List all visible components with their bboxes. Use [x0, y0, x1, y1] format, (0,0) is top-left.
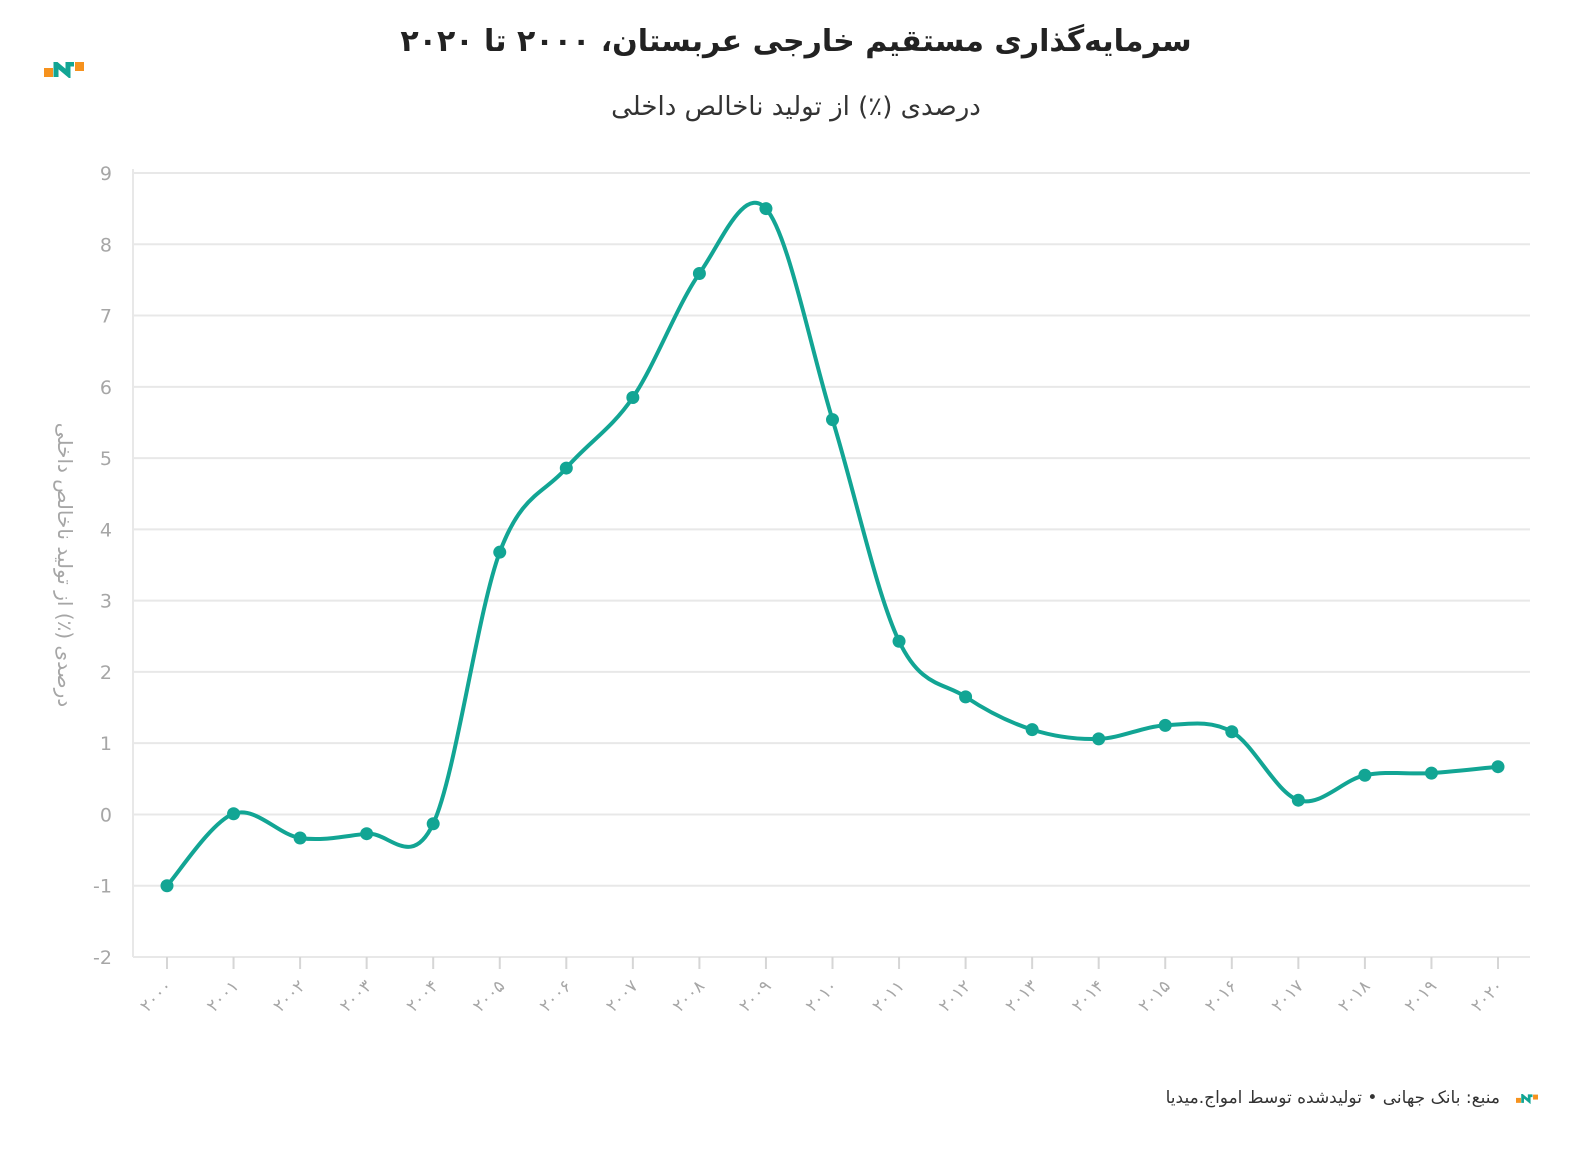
data-point-6[interactable]	[559, 461, 573, 475]
data-point-16[interactable]	[1225, 725, 1239, 739]
data-point-11[interactable]	[892, 634, 906, 648]
data-point-10[interactable]	[826, 413, 839, 427]
series-points	[160, 202, 1505, 893]
x-tick-label: ۲۰۱۵	[1135, 976, 1175, 1016]
y-tick-label: 0	[100, 804, 112, 826]
data-point-20[interactable]	[1491, 760, 1505, 774]
y-tick-label: 6	[100, 377, 112, 399]
data-point-5[interactable]	[493, 545, 507, 559]
y-tick-label: 3	[100, 591, 112, 613]
data-point-9[interactable]	[759, 202, 773, 216]
x-tick-label: ۲۰۱۷	[1268, 976, 1308, 1016]
data-point-1[interactable]	[227, 807, 241, 821]
x-tick-label: ۲۰۰۰	[137, 976, 177, 1016]
x-tick-label: ۲۰۱۴	[1068, 976, 1108, 1016]
x-tick-label: ۲۰۱۸	[1334, 976, 1374, 1016]
x-tick-label: ۲۰۱۳	[1002, 976, 1042, 1016]
x-tick-label: ۲۰۰۴	[403, 976, 443, 1016]
x-tick-label: ۲۰۰۶	[536, 976, 576, 1016]
x-tick-label: ۲۰۱۱	[869, 976, 909, 1016]
y-tick-label: 8	[100, 234, 112, 256]
y-tick-label: -2	[93, 947, 112, 969]
x-tick-label: ۲۰۱۶	[1201, 976, 1241, 1016]
data-point-14[interactable]	[1092, 732, 1106, 746]
x-tick-label: ۲۰۰۳	[336, 976, 376, 1016]
x-tick-labels: ۲۰۰۰ ۲۰۰۱ ۲۰۰۲ ۲۰۰۳ ۲۰۰۴ ۲۰۰۵ ۲۰۰۶ ۲۰۰۷ ۲۰۰۸ ۲۰۰۹…	[137, 957, 1508, 1016]
y-tick-label: 2	[100, 662, 112, 684]
y-tick-label: 9	[100, 163, 112, 185]
x-tick-label: ۲۰۰۹	[736, 976, 776, 1016]
data-point-8[interactable]	[692, 266, 706, 280]
data-point-19[interactable]	[1424, 766, 1438, 780]
chart-subtitle: درصدی (٪) از تولید ناخالص داخلی	[611, 92, 981, 122]
x-tick-label: ۲۰۰۷	[602, 976, 642, 1016]
series-line	[165, 200, 1499, 888]
x-tick-label: ۲۰۲۰	[1468, 976, 1508, 1016]
data-point-0[interactable]	[160, 879, 174, 893]
brand-logo-icon	[44, 62, 84, 78]
x-tick-label: ۲۰۰۱	[203, 976, 243, 1016]
data-point-15[interactable]	[1158, 718, 1172, 732]
x-tick-label: ۲۰۱۹	[1401, 976, 1441, 1016]
data-point-3[interactable]	[360, 827, 374, 841]
x-tick-label: ۲۰۱۰	[802, 976, 842, 1016]
source-footer: منبع: بانک جهانی • تولیدشده توسط امواج.م…	[1165, 1088, 1500, 1108]
data-point-7[interactable]	[626, 391, 640, 405]
y-tick-label: 7	[100, 306, 112, 328]
footer-logo-icon	[1516, 1094, 1538, 1104]
x-tick-label: ۲۰۰۲	[270, 976, 310, 1016]
y-tick-label: 5	[100, 448, 112, 470]
data-point-18[interactable]	[1358, 768, 1372, 782]
x-tick-label: ۲۰۱۲	[935, 976, 975, 1016]
data-point-12[interactable]	[959, 690, 973, 704]
y-tick-label: 4	[100, 519, 112, 541]
data-point-2[interactable]	[293, 831, 307, 845]
series-line-path	[165, 200, 1499, 888]
y-tick-label: -1	[93, 876, 112, 898]
y-tick-labels: -2 -1 0 1 2 3 4 5 6 7 8 9	[93, 163, 112, 969]
data-point-13[interactable]	[1025, 723, 1039, 737]
y-tick-label: 1	[100, 733, 112, 755]
y-axis-label: درصدی (٪) از تولید ناخالص داخلی	[53, 423, 77, 707]
x-tick-label: ۲۰۰۵	[469, 976, 509, 1016]
grid-lines	[133, 172, 1530, 958]
x-tick-label: ۲۰۰۸	[669, 976, 709, 1016]
data-point-17[interactable]	[1291, 793, 1305, 807]
data-point-4[interactable]	[426, 817, 440, 831]
chart-title: سرمایه‌گذاری مستقیم خارجی عربستان، ۲۰۰۰ …	[400, 24, 1192, 59]
